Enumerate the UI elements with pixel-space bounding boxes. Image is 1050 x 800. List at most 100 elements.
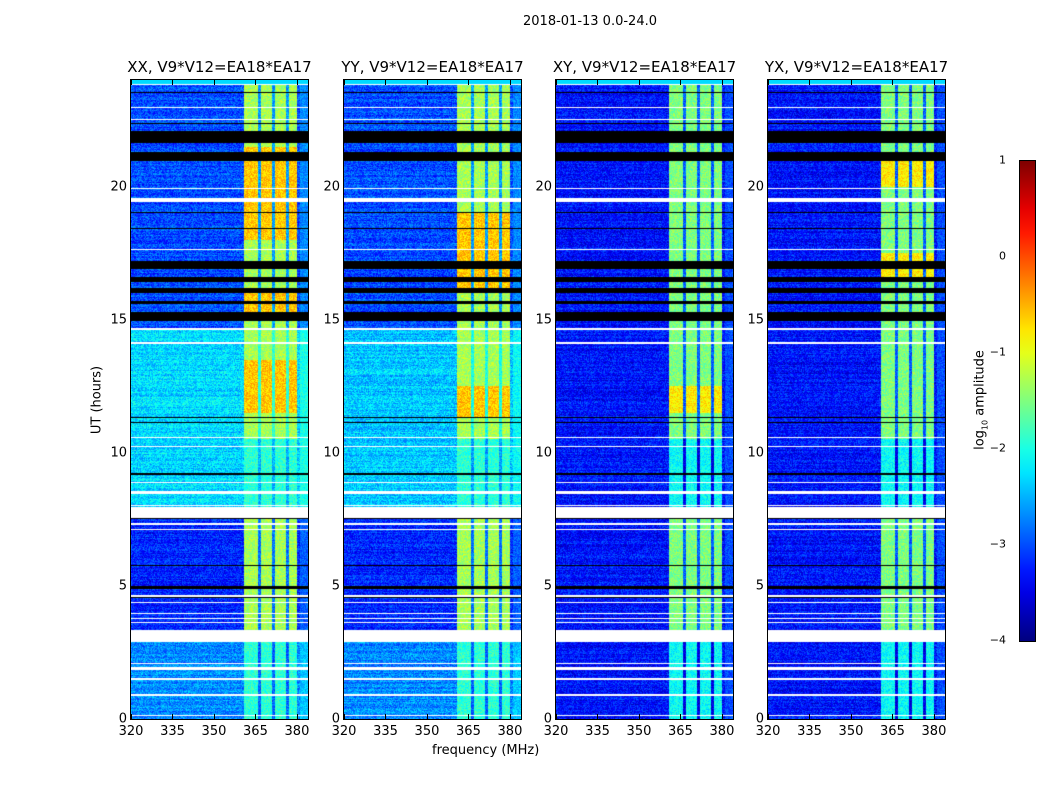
x-tick-mark: [213, 80, 215, 85]
x-tick-label: 365: [668, 724, 693, 739]
x-tick-label: 320: [118, 724, 144, 739]
y-tick-label: 20: [323, 179, 340, 194]
x-tick-mark: [426, 80, 428, 85]
x-tick-label: 350: [626, 724, 652, 739]
colorbar-tick-label: 0: [999, 249, 1006, 263]
colorbar-tick-label: −1: [989, 345, 1006, 359]
x-tick-mark: [597, 80, 599, 85]
panel-title: XX, V9*V12=EA18*EA17: [127, 58, 312, 76]
x-tick-label: 335: [160, 724, 185, 739]
x-tick-mark: [892, 80, 894, 85]
x-tick-mark: [809, 80, 811, 85]
x-tick-mark: [255, 80, 257, 85]
x-tick-label: 380: [284, 724, 310, 739]
x-tick-mark: [850, 714, 852, 719]
y-tick-label: 20: [747, 179, 764, 194]
y-tick-label: 15: [110, 312, 127, 328]
colorbar-tick-label: −4: [989, 633, 1006, 647]
y-tick-label: 10: [535, 445, 552, 461]
panel-title: XY, V9*V12=EA18*EA17: [552, 58, 737, 76]
x-tick-mark: [468, 80, 470, 85]
x-tick-label: 320: [755, 724, 781, 739]
x-tick-mark: [809, 714, 811, 719]
x-tick-label: 320: [543, 724, 569, 739]
x-tick-mark: [850, 80, 852, 85]
x-tick-mark: [172, 80, 174, 85]
x-tick-label: 380: [709, 724, 735, 739]
figure-title: 2018-01-13 0.0-24.0: [523, 14, 657, 29]
x-tick-label: 350: [838, 724, 864, 739]
y-tick-label: 5: [331, 578, 340, 594]
colorbar-tick-label: −3: [989, 537, 1006, 551]
x-tick-mark: [468, 714, 470, 719]
y-tick-label: 0: [755, 711, 764, 727]
x-tick-mark: [721, 80, 723, 85]
x-tick-mark: [680, 714, 682, 719]
x-tick-mark: [721, 714, 723, 719]
x-axis-label: frequency (MHz): [432, 743, 540, 758]
x-tick-label: 320: [331, 724, 357, 739]
y-tick-label: 0: [543, 711, 552, 727]
x-tick-mark: [131, 80, 132, 85]
x-tick-label: 335: [373, 724, 398, 739]
x-tick-mark: [131, 714, 132, 719]
x-tick-mark: [933, 80, 935, 85]
heatmap-panel: [767, 79, 946, 720]
y-tick-label: 15: [535, 312, 552, 328]
panel-title: YX, V9*V12=EA18*EA17: [764, 58, 949, 76]
x-tick-mark: [556, 80, 557, 85]
y-tick-label: 10: [747, 445, 764, 461]
panel-title: YY, V9*V12=EA18*EA17: [341, 58, 524, 76]
x-tick-label: 365: [243, 724, 268, 739]
x-tick-label: 365: [880, 724, 905, 739]
y-tick-label: 5: [118, 578, 127, 594]
x-tick-mark: [344, 714, 345, 719]
x-tick-mark: [680, 80, 682, 85]
x-tick-label: 380: [921, 724, 947, 739]
colorbar-tick-label: 1: [999, 153, 1006, 167]
y-tick-label: 10: [323, 445, 340, 461]
x-tick-mark: [255, 714, 257, 719]
x-tick-label: 335: [797, 724, 822, 739]
y-tick-label: 5: [543, 578, 552, 594]
x-tick-label: 350: [201, 724, 227, 739]
x-tick-mark: [638, 714, 640, 719]
y-tick-label: 15: [747, 312, 764, 328]
y-tick-label: 20: [110, 179, 127, 194]
y-tick-label: 0: [118, 711, 127, 727]
x-tick-mark: [509, 80, 511, 85]
y-tick-label: 5: [755, 578, 764, 594]
x-tick-mark: [426, 714, 428, 719]
x-tick-mark: [344, 80, 345, 85]
x-tick-mark: [296, 80, 298, 85]
y-tick-label: 15: [323, 312, 340, 328]
x-tick-mark: [296, 714, 298, 719]
y-tick-label: 10: [110, 445, 127, 461]
x-tick-mark: [556, 714, 557, 719]
x-tick-mark: [597, 714, 599, 719]
x-tick-label: 380: [497, 724, 523, 739]
x-tick-mark: [385, 714, 387, 719]
y-axis-label: UT (hours): [89, 365, 105, 435]
x-tick-mark: [509, 714, 511, 719]
colorbar-tick-label: −2: [989, 441, 1006, 455]
x-tick-label: 350: [414, 724, 440, 739]
y-tick-label: 20: [535, 179, 552, 194]
x-tick-mark: [172, 714, 174, 719]
x-tick-mark: [892, 714, 894, 719]
colorbar: [1019, 160, 1036, 642]
y-tick-label: 0: [331, 711, 340, 727]
x-tick-mark: [213, 714, 215, 719]
x-tick-mark: [768, 80, 769, 85]
heatmap-panel: [343, 79, 522, 720]
x-tick-label: 335: [585, 724, 610, 739]
colorbar-label: log10 amplitude: [972, 350, 990, 450]
x-tick-label: 365: [456, 724, 481, 739]
heatmap-panel: [555, 79, 734, 720]
x-tick-mark: [933, 714, 935, 719]
x-tick-mark: [638, 80, 640, 85]
x-tick-mark: [768, 714, 769, 719]
heatmap-panel: [130, 79, 309, 720]
x-tick-mark: [385, 80, 387, 85]
